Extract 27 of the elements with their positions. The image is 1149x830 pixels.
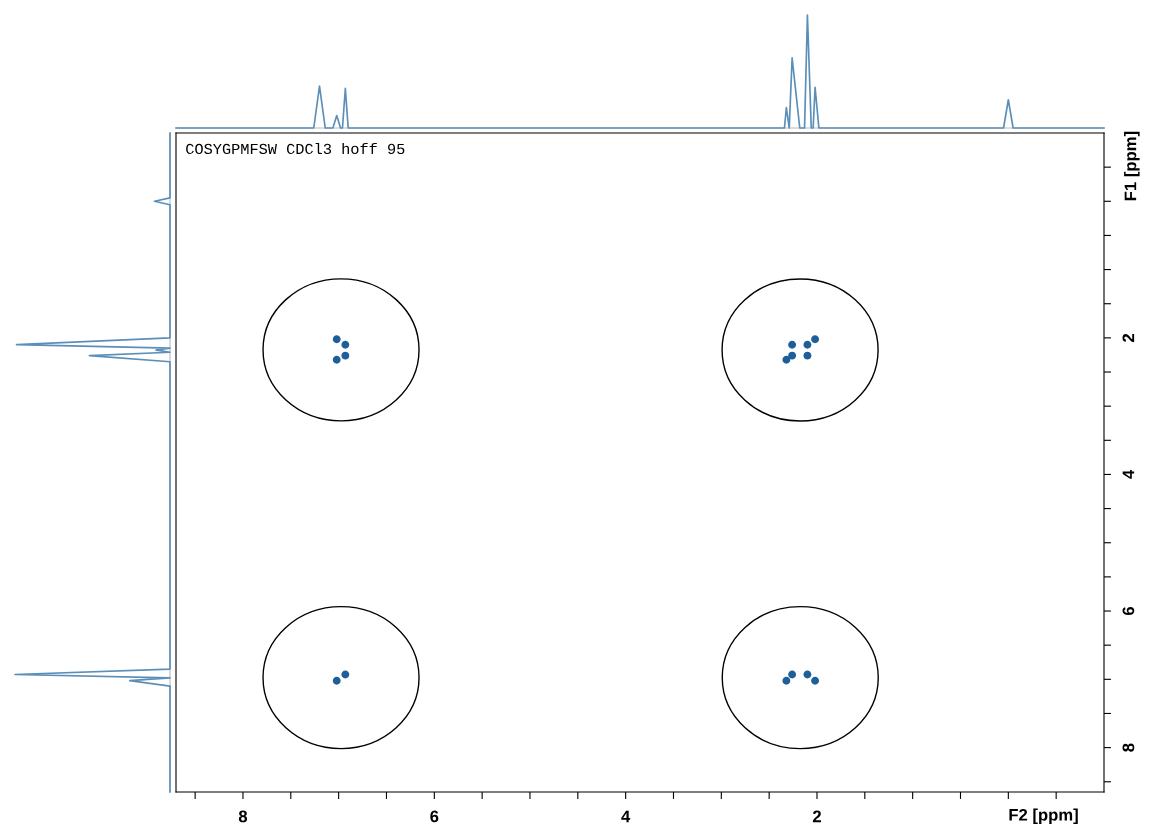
y-axis-title: F1 [ppm] [1124, 131, 1140, 201]
x-tick-label: 6 [430, 810, 439, 823]
y-tick-label: 2 [1122, 333, 1135, 342]
point [788, 670, 797, 679]
point [782, 355, 791, 364]
point [332, 355, 341, 364]
point [788, 351, 797, 360]
point [803, 670, 812, 679]
point [811, 676, 820, 685]
y-tick-label: 6 [1122, 607, 1135, 616]
point [341, 340, 350, 349]
point [332, 676, 341, 685]
point [341, 351, 350, 360]
x-tick-label: 2 [812, 810, 821, 823]
point [811, 335, 820, 344]
y-tick-label: 8 [1122, 743, 1135, 752]
point [803, 351, 812, 360]
x-axis-title: F2 [ppm] [1009, 808, 1078, 825]
point [782, 676, 791, 685]
x-tick-label: 8 [238, 810, 248, 823]
annotation: COSYGPMFSW CDCl3 hoff 95 [186, 142, 405, 155]
point [341, 670, 350, 679]
point [332, 335, 341, 344]
point [803, 340, 812, 349]
y-tick-label: 4 [1122, 469, 1135, 479]
point [788, 340, 797, 349]
x-tick-label: 4 [621, 810, 631, 823]
